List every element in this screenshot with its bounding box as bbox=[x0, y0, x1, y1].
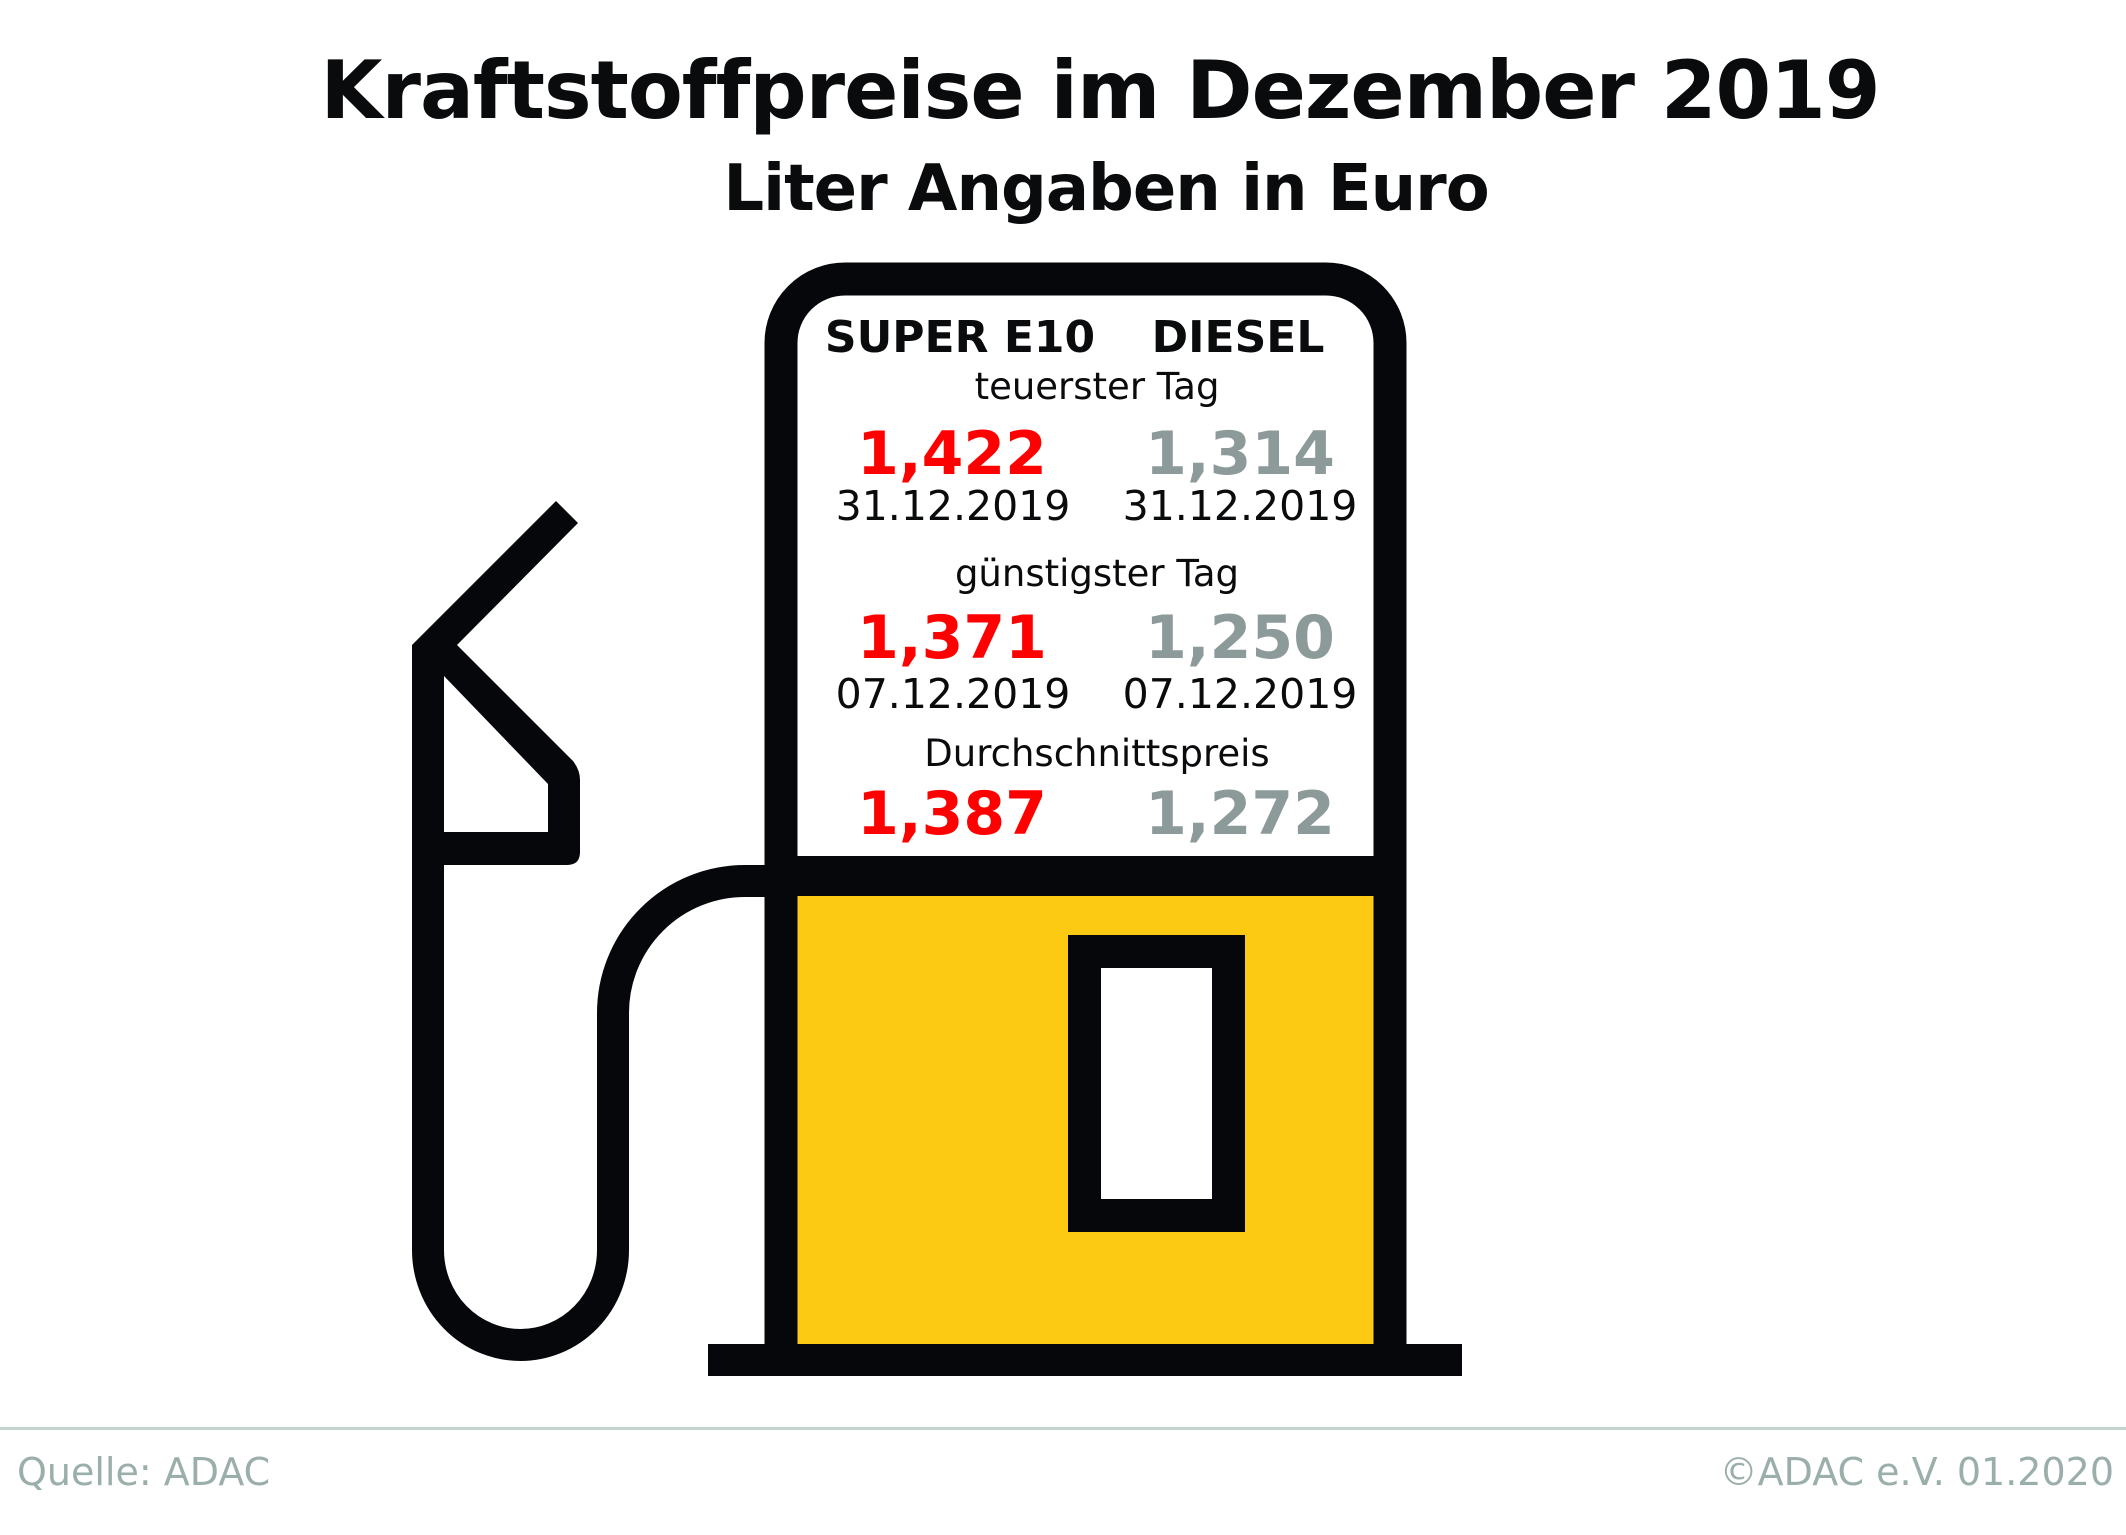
date-diesel-max: 31.12.2019 bbox=[1122, 482, 1358, 530]
price-super-e10-min: 1,371 bbox=[857, 603, 1047, 673]
footer-copyright: ©ADAC e.V. 01.2020 bbox=[1719, 1450, 2114, 1494]
fuel-hose-icon bbox=[412, 860, 770, 1361]
column-header-super-e10: SUPER E10 bbox=[824, 312, 1096, 363]
date-diesel-min: 07.12.2019 bbox=[1122, 670, 1358, 718]
price-super-e10-avg: 1,387 bbox=[857, 779, 1047, 849]
pump-outline bbox=[764, 262, 1407, 1346]
date-super-e10-min: 07.12.2019 bbox=[835, 670, 1071, 718]
column-header-diesel: DIESEL bbox=[1151, 312, 1325, 363]
page-title: Kraftstoffpreise im Dezember 2019 bbox=[320, 44, 1881, 137]
price-diesel-max: 1,314 bbox=[1145, 419, 1335, 489]
date-super-e10-max: 31.12.2019 bbox=[835, 482, 1071, 530]
fuel-nozzle-icon bbox=[412, 501, 580, 865]
price-diesel-avg: 1,272 bbox=[1145, 779, 1335, 849]
section-label-cheapest: günstigster Tag bbox=[954, 552, 1240, 595]
page-subtitle: Liter Angaben in Euro bbox=[723, 152, 1489, 226]
section-label-average: Durchschnittspreis bbox=[924, 732, 1270, 775]
footer-divider bbox=[0, 1427, 2126, 1430]
pump-base bbox=[708, 1344, 1462, 1376]
section-label-most-expensive: teuerster Tag bbox=[974, 365, 1220, 408]
footer-source: Quelle: ADAC bbox=[17, 1450, 271, 1494]
pump-window bbox=[1068, 935, 1245, 1232]
price-super-e10-max: 1,422 bbox=[857, 419, 1047, 489]
pump-divider bbox=[765, 856, 1406, 896]
price-diesel-min: 1,250 bbox=[1145, 603, 1335, 673]
